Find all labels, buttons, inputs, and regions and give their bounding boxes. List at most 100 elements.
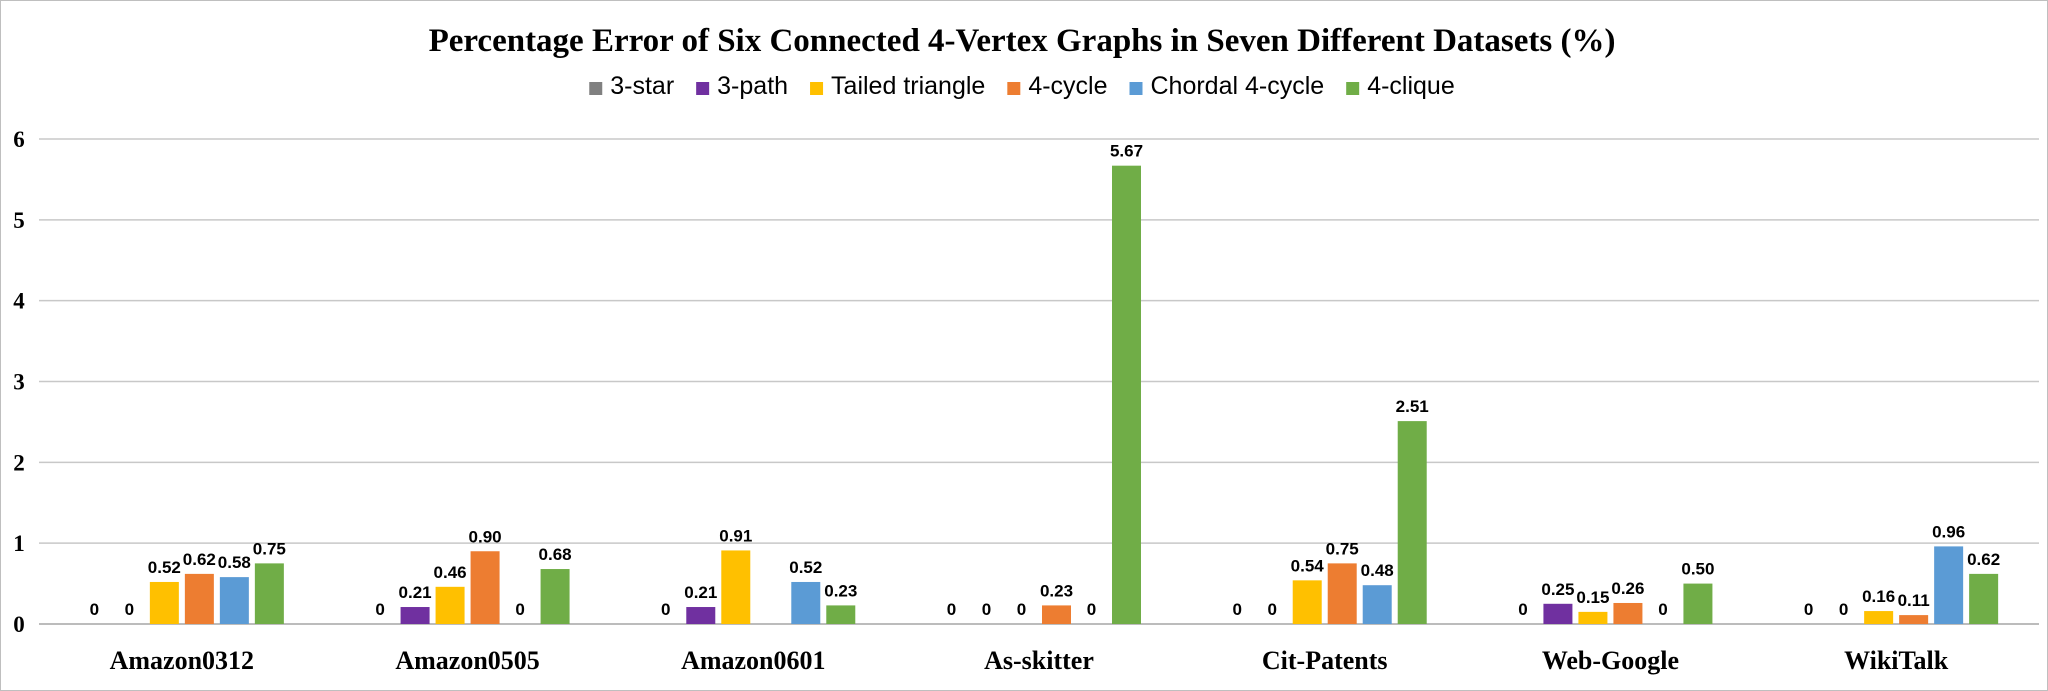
legend-label-4-cycle: 4-cycle bbox=[1028, 72, 1107, 100]
bar-4-clique-amazon0601 bbox=[826, 605, 856, 624]
bar-4-cycle-wikitalk bbox=[1899, 615, 1929, 624]
bar-3-path-amazon0601 bbox=[686, 607, 716, 624]
data-label-tailed-triangle-amazon0601: 0.91 bbox=[719, 526, 752, 545]
data-label-3-star-amazon0505: 0 bbox=[375, 600, 384, 619]
y-axis: 0 1 2 3 4 5 6 bbox=[13, 127, 25, 637]
data-label-chordal-4-cycle-web-google: 0 bbox=[1658, 600, 1667, 619]
x-tick-label-amazon0601: Amazon0601 bbox=[681, 646, 825, 675]
bar-tailed-triangle-web-google bbox=[1578, 611, 1608, 624]
legend-swatch-chordal-4-cycle bbox=[1129, 82, 1143, 95]
data-label-4-cycle-wikitalk: 0.11 bbox=[1898, 591, 1930, 610]
data-label-3-star-amazon0312: 0 bbox=[90, 600, 99, 619]
legend-item-tailed-triangle: Tailed triangle bbox=[810, 72, 985, 100]
bar-4-cycle-web-google bbox=[1613, 602, 1643, 624]
data-label-chordal-4-cycle-amazon0601: 0.52 bbox=[789, 558, 822, 577]
legend-swatch-4-clique bbox=[1346, 82, 1360, 95]
bar-4-clique-wikitalk bbox=[1969, 573, 1999, 624]
data-label-3-star-as-skitter: 0 bbox=[947, 600, 956, 619]
data-label-3-star-wikitalk: 0 bbox=[1804, 600, 1813, 619]
data-label-tailed-triangle-web-google: 0.15 bbox=[1576, 588, 1609, 607]
data-label-tailed-triangle-cit-patents: 0.54 bbox=[1291, 556, 1325, 575]
bar-tailed-triangle-amazon0601 bbox=[721, 550, 751, 624]
data-label-4-cycle-amazon0505: 0.90 bbox=[469, 527, 502, 546]
legend-label-4-clique: 4-clique bbox=[1367, 72, 1455, 100]
y-tick-label-3: 3 bbox=[13, 370, 25, 395]
bar-4-clique-web-google bbox=[1683, 583, 1713, 624]
legend-label-3-star: 3-star bbox=[610, 72, 674, 100]
bar-4-cycle-amazon0505 bbox=[470, 551, 500, 624]
data-label-chordal-4-cycle-amazon0312: 0.58 bbox=[218, 553, 251, 572]
data-label-4-clique-web-google: 0.50 bbox=[1681, 560, 1714, 579]
x-tick-label-web-google: Web-Google bbox=[1542, 646, 1679, 675]
legend-item-4-clique: 4-clique bbox=[1346, 72, 1455, 100]
legend-label-tailed-triangle: Tailed triangle bbox=[831, 72, 985, 100]
data-label-3-path-amazon0505: 0.21 bbox=[399, 583, 432, 602]
data-label-chordal-4-cycle-cit-patents: 0.48 bbox=[1361, 561, 1394, 580]
data-label-3-path-wikitalk: 0 bbox=[1839, 600, 1848, 619]
data-label-4-clique-amazon0505: 0.68 bbox=[539, 545, 572, 564]
bar-4-cycle-cit-patents bbox=[1327, 563, 1357, 624]
data-label-tailed-triangle-wikitalk: 0.16 bbox=[1862, 587, 1895, 606]
data-label-3-path-as-skitter: 0 bbox=[982, 600, 991, 619]
y-tick-label-6: 6 bbox=[13, 127, 25, 152]
bar-chordal-4-cycle-cit-patents bbox=[1362, 585, 1392, 624]
bar-chordal-4-cycle-amazon0312 bbox=[219, 577, 249, 624]
bar-4-cycle-amazon0312 bbox=[184, 573, 214, 624]
bar-4-clique-as-skitter bbox=[1112, 165, 1141, 625]
bar-3-path-web-google bbox=[1543, 603, 1573, 624]
y-tick-label-4: 4 bbox=[13, 289, 25, 314]
bar-tailed-triangle-cit-patents bbox=[1292, 580, 1322, 624]
data-label-4-clique-cit-patents: 2.51 bbox=[1396, 397, 1429, 416]
data-label-tailed-triangle-amazon0312: 0.52 bbox=[148, 558, 181, 577]
bar-tailed-triangle-wikitalk bbox=[1864, 611, 1894, 624]
data-labels: 0 00.52 0.62 0.580.7500.210.460.9000.6800.2… bbox=[90, 142, 2001, 619]
legend-swatch-3-path bbox=[696, 82, 710, 95]
x-tick-label-amazon0505: Amazon0505 bbox=[395, 646, 539, 675]
y-tick-label-5: 5 bbox=[13, 208, 25, 233]
legend-item-4-cycle: 4-cycle bbox=[1007, 72, 1108, 100]
data-label-chordal-4-cycle-as-skitter: 0 bbox=[1087, 600, 1096, 619]
data-label-4-cycle-cit-patents: 0.75 bbox=[1326, 539, 1359, 558]
x-tick-label-amazon0312: Amazon0312 bbox=[110, 646, 254, 675]
bar-4-cycle-as-skitter bbox=[1042, 605, 1071, 624]
legend-swatch-tailed-triangle bbox=[810, 82, 824, 95]
x-tick-label-cit-patents: Cit-Patents bbox=[1262, 646, 1388, 675]
data-label-4-clique-as-skitter: 5.67 bbox=[1110, 142, 1143, 161]
legend-item-3-star: 3-star bbox=[589, 72, 674, 100]
data-label-chordal-4-cycle-wikitalk: 0.96 bbox=[1932, 522, 1965, 541]
data-label-3-path-amazon0312: 0 bbox=[125, 600, 134, 619]
gridlines bbox=[39, 138, 2039, 625]
x-tick-label-wikitalk: WikiTalk bbox=[1844, 646, 1949, 675]
legend-swatch-3-star bbox=[589, 82, 603, 95]
data-label-3-star-amazon0601: 0 bbox=[661, 600, 670, 619]
data-label-tailed-triangle-as-skitter: 0 bbox=[1017, 600, 1026, 619]
bar-tailed-triangle-amazon0312 bbox=[149, 581, 179, 624]
legend: 3-star 3-path Tailed triangle 4-cycle Chorda… bbox=[589, 72, 1455, 100]
legend-swatch-4-cycle bbox=[1007, 82, 1021, 95]
data-label-4-cycle-web-google: 0.26 bbox=[1611, 579, 1644, 598]
data-label-tailed-triangle-amazon0505: 0.46 bbox=[434, 563, 467, 582]
legend-item-chordal-4-cycle: Chordal 4-cycle bbox=[1129, 72, 1325, 100]
data-label-3-path-amazon0601: 0.21 bbox=[684, 583, 717, 602]
data-label-4-clique-amazon0601: 0.23 bbox=[824, 581, 857, 600]
bar-4-clique-amazon0505 bbox=[540, 569, 570, 624]
y-tick-label-2: 2 bbox=[13, 450, 25, 475]
x-axis: Amazon0312 Amazon0505 Amazon0601 As-skitter… bbox=[110, 646, 1949, 675]
y-tick-label-1: 1 bbox=[13, 531, 25, 556]
data-label-3-path-cit-patents: 0 bbox=[1267, 600, 1276, 619]
data-label-3-path-web-google: 0.25 bbox=[1541, 580, 1574, 599]
bar-4-clique-amazon0312 bbox=[254, 563, 284, 624]
bars bbox=[149, 165, 1999, 625]
legend-label-chordal-4-cycle: Chordal 4-cycle bbox=[1151, 72, 1325, 100]
data-label-4-cycle-amazon0312: 0.62 bbox=[183, 550, 216, 569]
data-label-4-clique-wikitalk: 0.62 bbox=[1967, 550, 2000, 569]
legend-item-3-path: 3-path bbox=[696, 72, 788, 100]
bar-chordal-4-cycle-amazon0601 bbox=[791, 581, 821, 624]
data-label-4-clique-amazon0312: 0.75 bbox=[253, 539, 286, 558]
data-label-4-cycle-as-skitter: 0.23 bbox=[1040, 581, 1073, 600]
legend-label-3-path: 3-path bbox=[717, 72, 788, 100]
chart-title: Percentage Error of Six Connected 4-Vert… bbox=[429, 23, 1616, 59]
data-label-3-star-web-google: 0 bbox=[1518, 600, 1527, 619]
